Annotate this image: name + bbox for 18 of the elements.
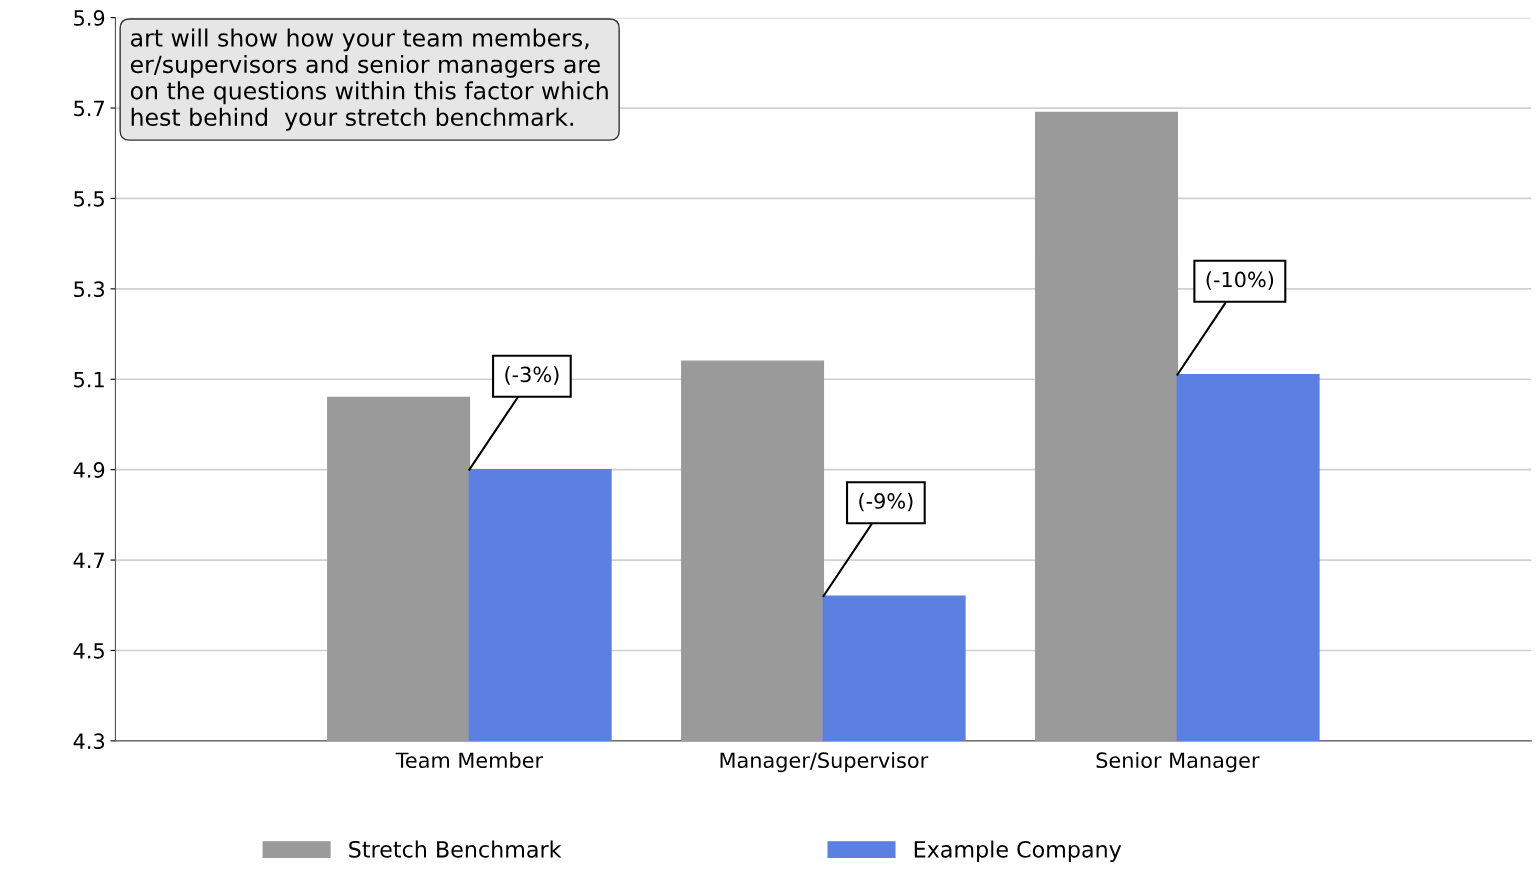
x-tick-label: Team Member [395, 751, 544, 769]
y-tick-label: 5.3 [74, 281, 105, 298]
annotation: (-10%) [1206, 271, 1274, 290]
y-tick-label: 5.5 [74, 191, 104, 207]
x-tick-label: Manager/Supervisor [720, 751, 929, 773]
legend-label: Stretch Benchmark [349, 840, 562, 858]
y-tick-label: 5.9 [74, 10, 105, 26]
y-tick-label: 4.7 [73, 552, 104, 568]
y-tick-label: 5.1 [74, 371, 104, 388]
y-tick-label: 4.9 [73, 462, 105, 478]
annotation: art will show how your team members, er/supervisors and senior managers are on the questions within this factor which hest behind your stretch benchmark. [130, 28, 608, 131]
annotation: (-3%) [505, 366, 559, 385]
y-tick-label: 4.3 [73, 733, 105, 750]
y-tick-label: 4.5 [73, 643, 104, 659]
annotation: (-9%) [859, 492, 913, 512]
legend-label: Example Company [914, 840, 1122, 862]
y-tick-label: 5.7 [74, 100, 104, 117]
x-tick-label: Senior Manager [1096, 751, 1260, 773]
